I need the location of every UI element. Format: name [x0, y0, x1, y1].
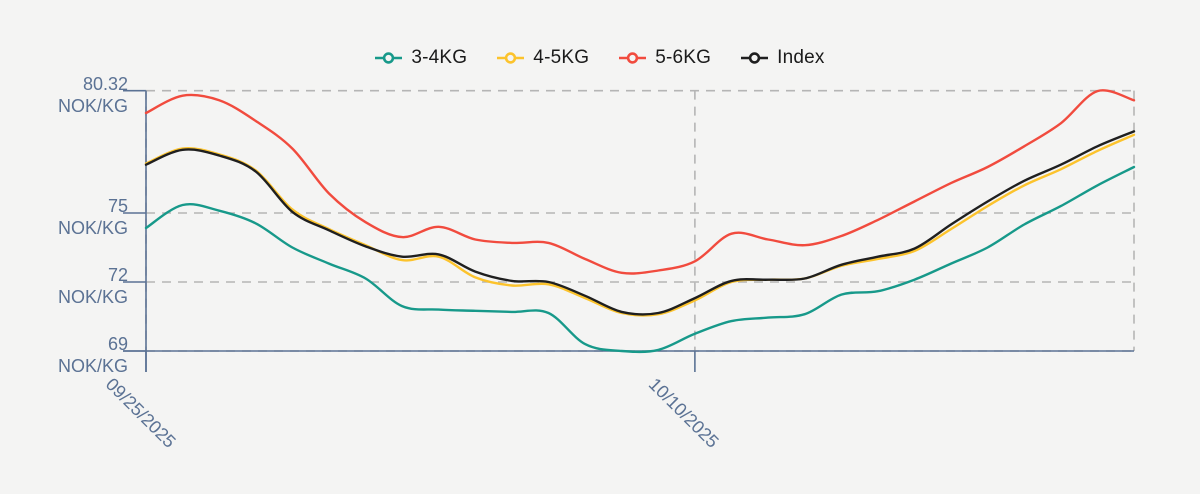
y-tick-value: 69 [107, 334, 128, 354]
chart-legend: 3-4KG 4-5KG 5-6KG Index [0, 47, 1200, 69]
y-tick-value: 75 [107, 196, 128, 216]
legend-label: 5-6KG [655, 47, 712, 68]
y-tick-unit: NOK/KG [57, 356, 128, 376]
line-marker-icon [741, 52, 769, 64]
y-tick-unit: NOK/KG [57, 287, 128, 307]
legend-item-4-5kg[interactable]: 4-5KG [497, 47, 589, 69]
y-tick-69: 69 NOK/KG [0, 333, 128, 377]
y-tick-value: 80.32 [82, 74, 128, 94]
y-tick-75: 75 NOK/KG [0, 195, 128, 239]
y-tick-72: 72 NOK/KG [0, 264, 128, 308]
legend-label: 4-5KG [533, 47, 590, 68]
line-marker-icon [619, 52, 647, 64]
legend-item-index[interactable]: Index [741, 47, 824, 69]
line-marker-icon [497, 52, 525, 64]
legend-label: Index [777, 47, 825, 68]
y-tick-unit: NOK/KG [57, 218, 128, 238]
legend-label: 3-4KG [411, 47, 468, 68]
legend-item-3-4kg[interactable]: 3-4KG [375, 47, 467, 69]
y-tick-unit: NOK/KG [57, 96, 128, 116]
y-tick-value: 72 [107, 265, 128, 285]
y-tick-80-32: 80.32 NOK/KG [0, 73, 128, 117]
legend-item-5-6kg[interactable]: 5-6KG [619, 47, 711, 69]
line-marker-icon [375, 52, 403, 64]
